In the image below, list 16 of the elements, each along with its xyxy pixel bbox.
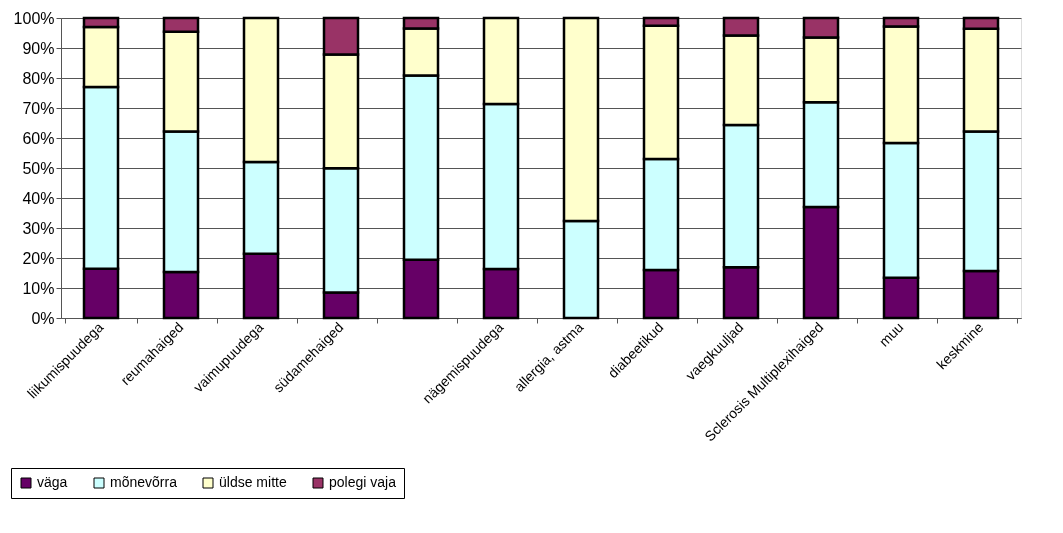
y-tick-label: 80% (22, 69, 55, 87)
y-tick-label: 70% (22, 99, 55, 117)
legend-label: üldse mitte (219, 474, 287, 490)
y-tick-label: 50% (22, 159, 55, 177)
legend-label: väga (37, 474, 68, 490)
y-tick-label: 40% (22, 189, 55, 207)
y-tick-label: 90% (22, 39, 55, 57)
y-tick-label: 20% (22, 249, 55, 267)
legend-label: mõnevõrra (110, 474, 178, 490)
y-tick-label: 100% (13, 9, 55, 27)
y-tick-label: 0% (31, 309, 55, 327)
y-tick-label: 60% (22, 129, 55, 147)
legend-label: polegi vaja (329, 474, 397, 490)
y-tick-label: 30% (22, 219, 55, 237)
x-tick-label: muu (875, 319, 907, 350)
y-tick-label: 10% (22, 279, 55, 297)
